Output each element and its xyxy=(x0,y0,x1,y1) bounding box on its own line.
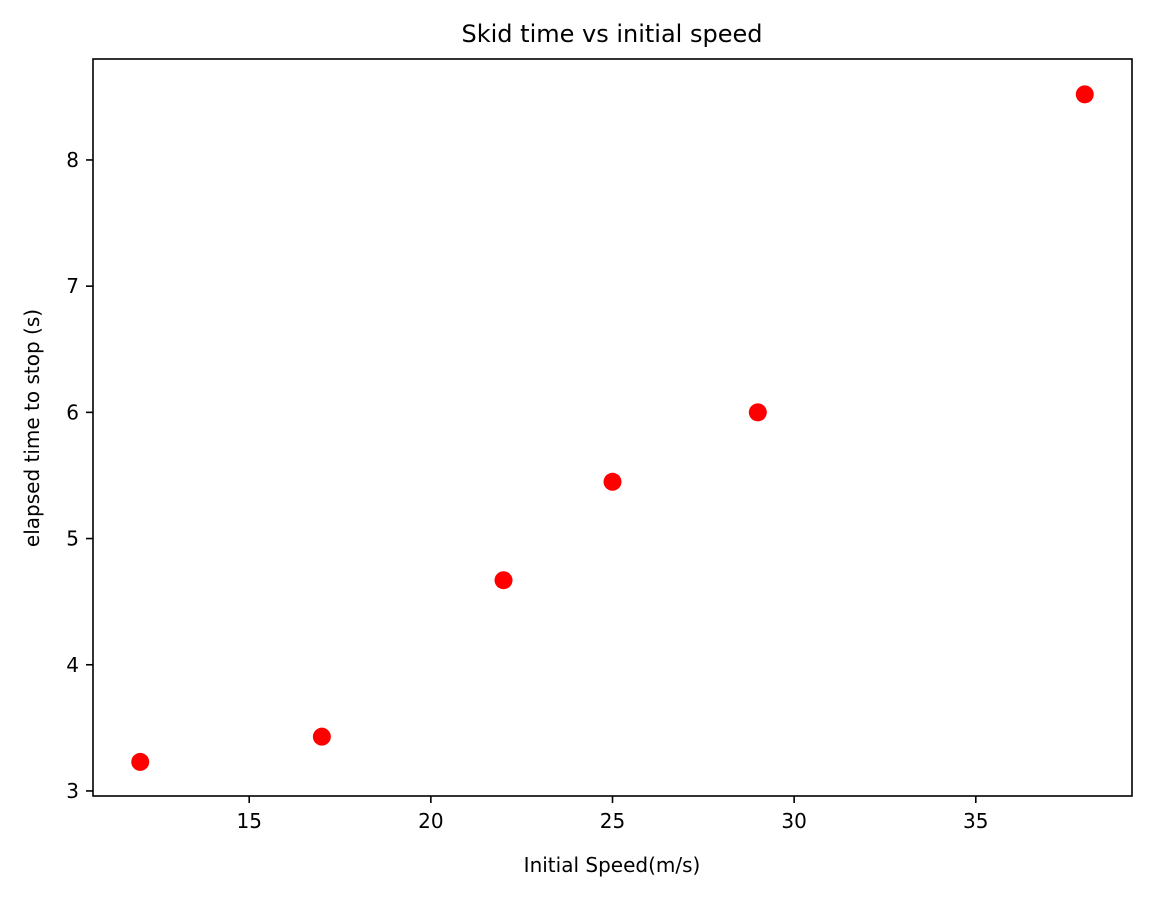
data-point xyxy=(131,752,150,771)
x-tick-label: 30 xyxy=(781,809,806,833)
y-tick-label: 5 xyxy=(66,527,79,551)
y-axis: 3 4 5 6 7 8 xyxy=(66,148,93,803)
data-point xyxy=(603,472,622,491)
chart-title: Skid time vs initial speed xyxy=(462,20,763,48)
y-axis-label: elapsed time to stop (s) xyxy=(20,309,44,547)
data-point xyxy=(494,571,513,590)
x-axis: 15 20 25 30 35 xyxy=(236,796,989,833)
data-point xyxy=(1075,85,1094,104)
y-tick-label: 7 xyxy=(66,274,79,298)
y-tick-label: 6 xyxy=(66,400,79,424)
y-tick-label: 4 xyxy=(66,653,79,677)
data-point xyxy=(312,727,331,746)
x-tick-label: 35 xyxy=(963,809,988,833)
x-tick-label: 25 xyxy=(600,809,625,833)
y-tick-label: 3 xyxy=(66,779,79,803)
x-tick-label: 20 xyxy=(418,809,443,833)
x-tick-label: 15 xyxy=(236,809,261,833)
data-points xyxy=(131,85,1094,771)
x-axis-label: Initial Speed(m/s) xyxy=(524,853,701,877)
plot-area xyxy=(92,58,1133,797)
plot-frame xyxy=(92,58,1133,797)
y-tick-label: 8 xyxy=(66,148,79,172)
data-point xyxy=(748,403,767,422)
